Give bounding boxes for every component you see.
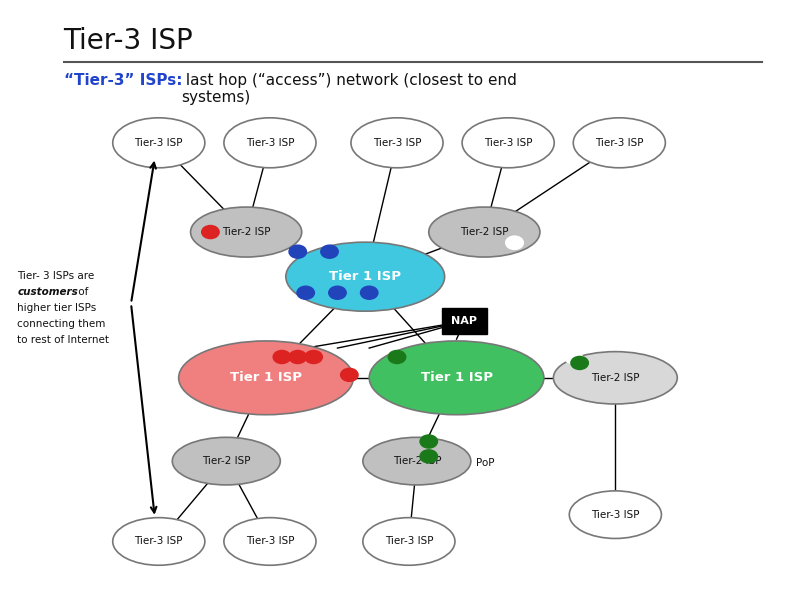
Ellipse shape <box>286 242 445 311</box>
Ellipse shape <box>351 118 443 168</box>
Text: Tier-2 ISP: Tier-2 ISP <box>591 373 640 383</box>
Text: Tier 1 ISP: Tier 1 ISP <box>421 371 492 384</box>
Circle shape <box>565 350 582 364</box>
Text: “Tier-3” ISPs:: “Tier-3” ISPs: <box>64 73 182 87</box>
Text: NAP: NAP <box>452 317 477 326</box>
Text: Tier-3 ISP: Tier-3 ISP <box>591 510 640 519</box>
Text: Tier-3 ISP: Tier-3 ISP <box>134 537 183 546</box>
Text: Tier 1 ISP: Tier 1 ISP <box>230 371 302 384</box>
Text: Tier- 3 ISPs are: Tier- 3 ISPs are <box>17 271 94 281</box>
Text: Tier-3 ISP: Tier-3 ISP <box>484 138 533 148</box>
Text: Tier-3 ISP: Tier-3 ISP <box>134 138 183 148</box>
Text: PoP: PoP <box>476 458 495 468</box>
Text: Tier-2 ISP: Tier-2 ISP <box>460 227 509 237</box>
Text: customers: customers <box>17 287 79 297</box>
Circle shape <box>420 450 437 463</box>
Circle shape <box>420 435 437 448</box>
Ellipse shape <box>179 341 353 415</box>
Text: to rest of Internet: to rest of Internet <box>17 335 110 345</box>
Circle shape <box>329 286 346 299</box>
Text: Tier-3 ISP: Tier-3 ISP <box>245 138 295 148</box>
Text: Tier-3 ISP: Tier-3 ISP <box>64 27 193 55</box>
Ellipse shape <box>553 352 677 404</box>
Ellipse shape <box>429 207 540 257</box>
Circle shape <box>202 226 219 239</box>
Ellipse shape <box>363 518 455 565</box>
Text: Tier-3 ISP: Tier-3 ISP <box>384 537 434 546</box>
FancyBboxPatch shape <box>442 308 487 334</box>
Circle shape <box>341 368 358 381</box>
Ellipse shape <box>569 491 661 538</box>
Circle shape <box>297 286 314 299</box>
Circle shape <box>289 245 306 258</box>
Ellipse shape <box>191 207 302 257</box>
Circle shape <box>289 350 306 364</box>
Text: higher tier ISPs: higher tier ISPs <box>17 303 97 313</box>
Text: of: of <box>75 287 88 297</box>
Text: Tier-3 ISP: Tier-3 ISP <box>245 537 295 546</box>
Text: last hop (“access”) network (closest to end
systems): last hop (“access”) network (closest to … <box>181 73 517 105</box>
Ellipse shape <box>172 437 280 485</box>
Ellipse shape <box>573 118 665 168</box>
Ellipse shape <box>224 518 316 565</box>
Text: Tier-2 ISP: Tier-2 ISP <box>392 456 441 466</box>
Circle shape <box>388 350 406 364</box>
Text: connecting them: connecting them <box>17 319 106 329</box>
Ellipse shape <box>113 118 205 168</box>
Text: Tier 1 ISP: Tier 1 ISP <box>330 270 401 283</box>
Circle shape <box>360 286 378 299</box>
Text: Tier-3 ISP: Tier-3 ISP <box>372 138 422 148</box>
Text: Tier-2 ISP: Tier-2 ISP <box>202 456 251 466</box>
Text: Tier-3 ISP: Tier-3 ISP <box>595 138 644 148</box>
Ellipse shape <box>369 341 544 415</box>
Circle shape <box>321 245 338 258</box>
Circle shape <box>571 356 588 369</box>
Circle shape <box>305 350 322 364</box>
Ellipse shape <box>113 518 205 565</box>
Circle shape <box>273 350 291 364</box>
Text: Tier-2 ISP: Tier-2 ISP <box>222 227 271 237</box>
Ellipse shape <box>363 437 471 485</box>
Ellipse shape <box>462 118 554 168</box>
Circle shape <box>506 236 523 249</box>
Ellipse shape <box>224 118 316 168</box>
